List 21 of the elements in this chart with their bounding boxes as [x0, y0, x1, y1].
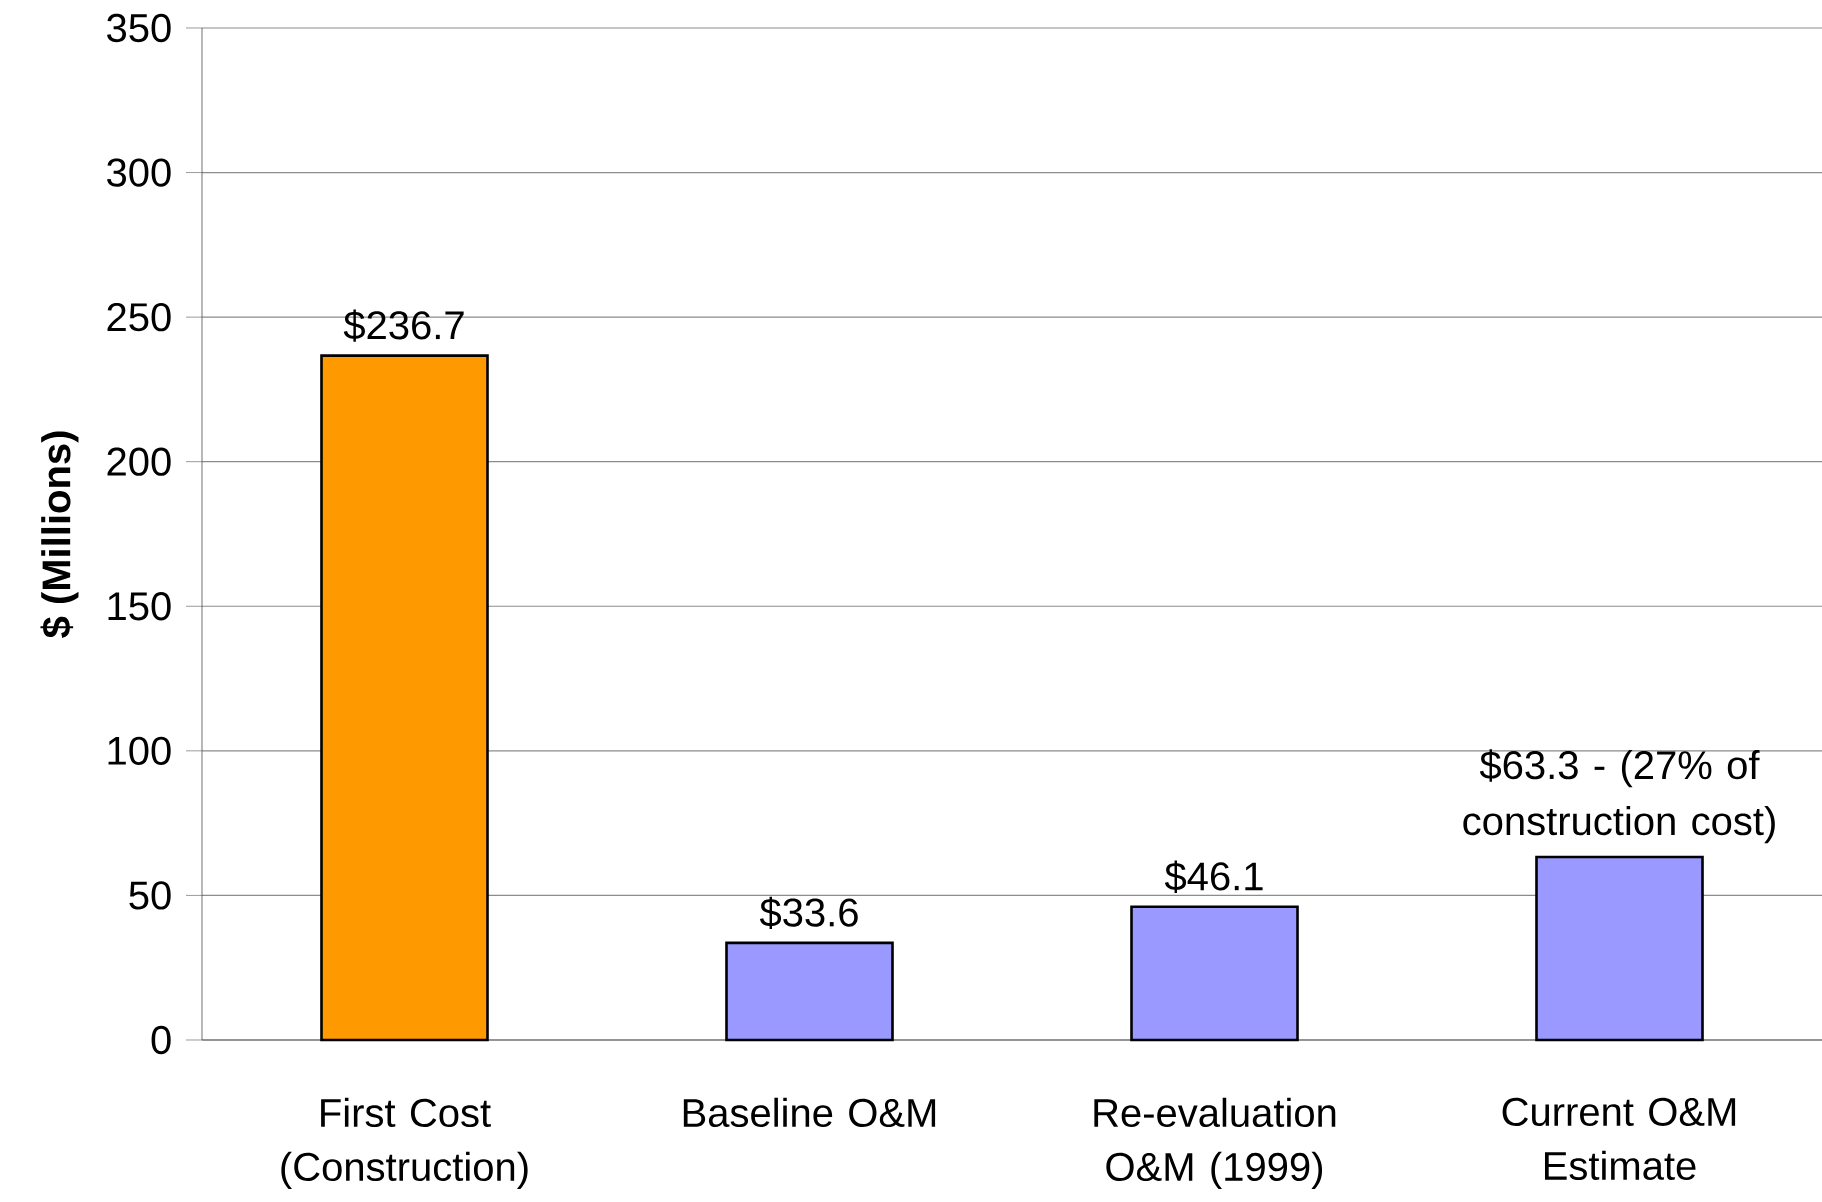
- x-tick-label: First Cost (Construction): [281, 1097, 528, 1189]
- y-axis-title: $ (Millions): [40, 431, 79, 638]
- y-tick-label: 250: [107, 302, 171, 332]
- data-label: $46.1: [1164, 860, 1263, 893]
- y-tick-label: 0: [151, 1025, 171, 1055]
- y-tick-label: 100: [108, 736, 171, 765]
- bar: [725, 941, 894, 1042]
- y-tick-label: 200: [107, 447, 171, 476]
- data-label: $63.3 - (27% of construction cost): [1463, 749, 1775, 844]
- y-tick-label: 350: [107, 13, 171, 43]
- x-tick-label: Re-evaluation O&M (1999): [1094, 1097, 1336, 1189]
- y-tick-label: 300: [107, 158, 171, 187]
- bar: [1130, 905, 1299, 1042]
- y-tick-label: 150: [108, 592, 171, 621]
- bar: [1535, 855, 1704, 1042]
- bar: [320, 354, 489, 1042]
- x-tick-label: Baseline O&M: [683, 1097, 936, 1128]
- data-label: $236.7: [343, 309, 464, 342]
- x-tick-label: Current O&M Estimate: [1502, 1097, 1736, 1181]
- data-label: $33.6: [759, 896, 858, 930]
- y-tick-label: 50: [129, 881, 171, 910]
